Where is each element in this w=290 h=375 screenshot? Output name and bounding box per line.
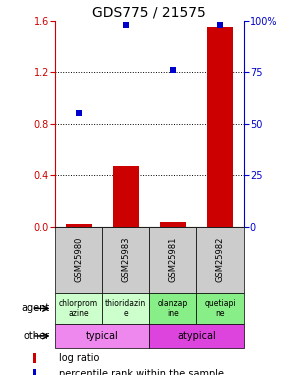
Text: atypical: atypical bbox=[177, 331, 216, 341]
Text: percentile rank within the sample: percentile rank within the sample bbox=[59, 369, 224, 375]
Bar bbox=[32, 369, 37, 375]
Text: chlorprom
azine: chlorprom azine bbox=[59, 299, 98, 318]
Text: other: other bbox=[23, 331, 49, 341]
Title: GDS775 / 21575: GDS775 / 21575 bbox=[93, 6, 206, 20]
Point bbox=[171, 67, 175, 73]
Text: GSM25983: GSM25983 bbox=[121, 237, 130, 282]
Bar bbox=[102, 227, 149, 292]
Bar bbox=[113, 166, 139, 227]
Bar bbox=[55, 292, 102, 324]
Text: agent: agent bbox=[21, 303, 49, 313]
Text: thioridazin
e: thioridazin e bbox=[105, 299, 146, 318]
Bar bbox=[102, 292, 149, 324]
Text: GSM25982: GSM25982 bbox=[215, 237, 224, 282]
Bar bbox=[160, 222, 186, 227]
Point bbox=[76, 110, 81, 116]
Text: GSM25980: GSM25980 bbox=[74, 237, 83, 282]
Bar bbox=[207, 27, 233, 227]
Bar bbox=[32, 352, 37, 363]
Text: quetiapi
ne: quetiapi ne bbox=[204, 299, 236, 318]
Text: typical: typical bbox=[86, 331, 119, 341]
Bar bbox=[149, 227, 196, 292]
Text: GSM25981: GSM25981 bbox=[168, 237, 177, 282]
Bar bbox=[196, 292, 244, 324]
Bar bbox=[66, 224, 92, 227]
Text: log ratio: log ratio bbox=[59, 353, 99, 363]
Bar bbox=[55, 227, 102, 292]
Point bbox=[218, 22, 222, 28]
Point bbox=[124, 22, 128, 28]
Bar bbox=[149, 292, 196, 324]
Bar bbox=[196, 227, 244, 292]
Bar bbox=[55, 324, 149, 348]
Bar bbox=[149, 324, 244, 348]
Text: olanzap
ine: olanzap ine bbox=[158, 299, 188, 318]
